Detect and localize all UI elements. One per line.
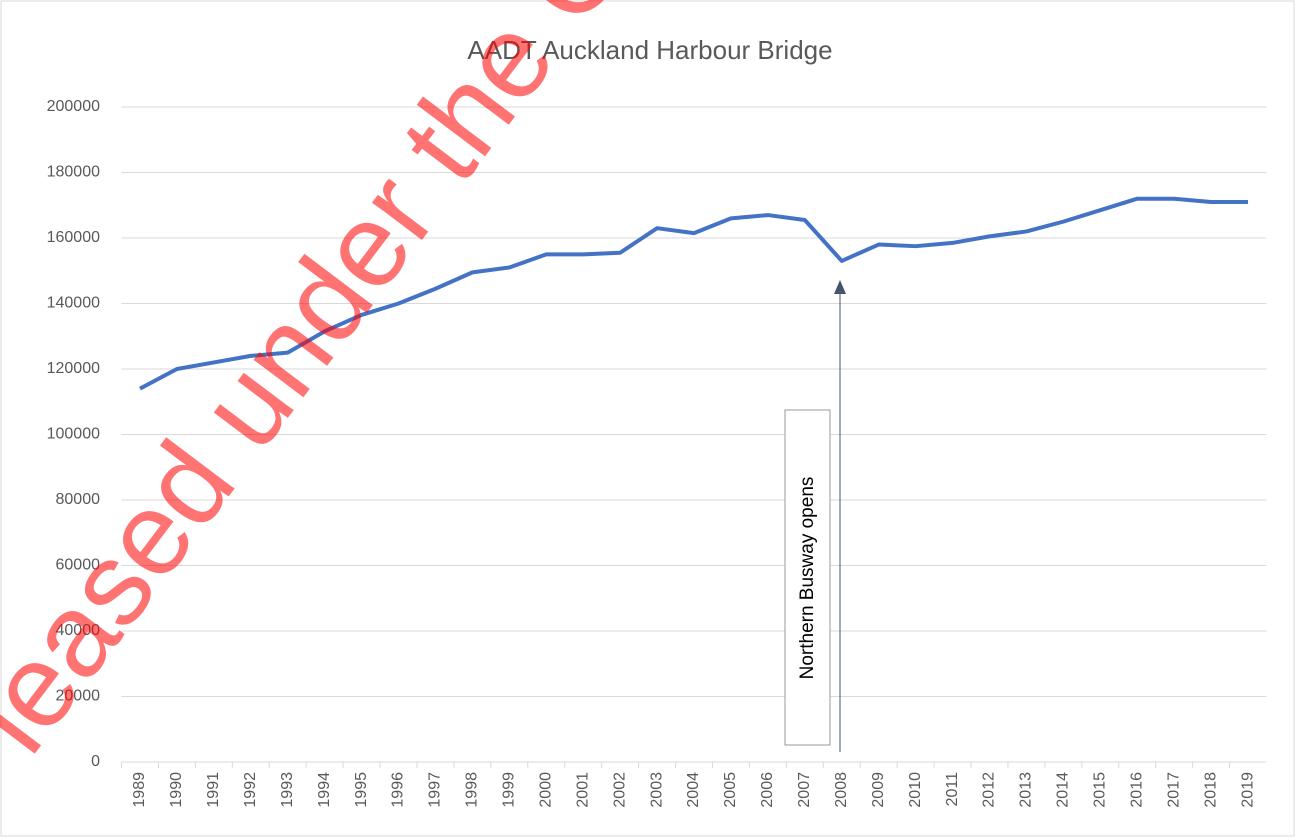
y-tick-label: 180000 bbox=[47, 164, 100, 181]
x-tick-label: 2018 bbox=[1202, 772, 1219, 808]
x-tick-label: 1999 bbox=[501, 772, 518, 808]
x-tick-label: 2006 bbox=[759, 772, 776, 808]
x-tick-label: 1991 bbox=[205, 772, 222, 808]
x-tick-label: 1990 bbox=[168, 772, 185, 808]
x-tick-label: 1993 bbox=[279, 772, 296, 808]
x-tick-label: 2019 bbox=[1239, 772, 1256, 808]
annotation-box bbox=[784, 409, 831, 746]
y-tick-label: 160000 bbox=[47, 229, 100, 246]
y-tick-label: 40000 bbox=[56, 622, 101, 639]
x-tick-label: 2005 bbox=[722, 772, 739, 808]
y-tick-label: 140000 bbox=[47, 295, 100, 312]
x-tick-label: 2014 bbox=[1055, 772, 1072, 808]
x-tick-label: 2003 bbox=[648, 772, 665, 808]
x-tick-label: 2013 bbox=[1018, 772, 1035, 808]
chart-title: AADT Auckland Harbour Bridge bbox=[467, 35, 832, 65]
y-tick-label: 200000 bbox=[47, 98, 100, 115]
x-tick-label: 2015 bbox=[1092, 772, 1109, 808]
x-tick-label: 2000 bbox=[537, 772, 554, 808]
x-tick-label: 2011 bbox=[944, 772, 961, 807]
x-tick-label: 2017 bbox=[1165, 772, 1182, 808]
x-tick-label: 1997 bbox=[427, 772, 444, 808]
y-tick-label: 80000 bbox=[56, 491, 101, 508]
x-tick-label: 1989 bbox=[131, 772, 148, 808]
x-tick-label: 2012 bbox=[981, 772, 998, 808]
x-tick-label: 2016 bbox=[1128, 772, 1145, 808]
x-tick-label: 2002 bbox=[611, 772, 628, 808]
x-tick-label: 1998 bbox=[464, 772, 481, 808]
x-tick-label: 1996 bbox=[390, 772, 407, 808]
x-tick-label: 2008 bbox=[833, 772, 850, 808]
y-tick-label: 120000 bbox=[47, 360, 100, 377]
x-tick-label: 2004 bbox=[685, 772, 702, 808]
x-tick-label: 2007 bbox=[796, 772, 813, 808]
y-tick-label: 60000 bbox=[56, 557, 101, 574]
y-tick-label: 0 bbox=[91, 753, 100, 770]
x-tick-label: 1994 bbox=[316, 772, 333, 808]
annotation: Northern Busway opens bbox=[797, 477, 818, 680]
x-tick-label: 1992 bbox=[242, 772, 259, 808]
y-tick-label: 20000 bbox=[56, 688, 101, 705]
x-tick-label: 2009 bbox=[870, 772, 887, 808]
y-tick-label: 100000 bbox=[47, 426, 100, 443]
x-tick-label: 2010 bbox=[907, 772, 924, 808]
annotation-arrowhead bbox=[834, 280, 846, 294]
x-tick-label: 2001 bbox=[574, 772, 591, 808]
x-tick-label: 1995 bbox=[353, 772, 370, 808]
line-series bbox=[139, 196, 1249, 391]
